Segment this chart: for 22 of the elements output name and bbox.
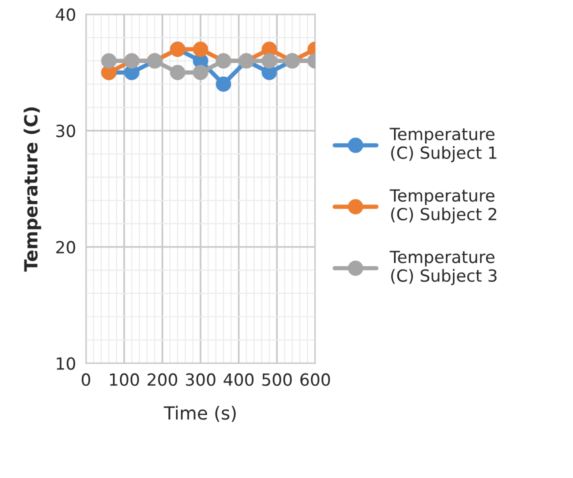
point [170, 64, 186, 80]
point [192, 42, 208, 57]
y-tick-label: 40 [56, 8, 76, 21]
y-tick-label: 30 [56, 124, 76, 138]
x-tick-label: 200 [148, 373, 178, 386]
x-axis-title: Time (s) [164, 406, 236, 422]
y-tick-label: 20 [56, 240, 76, 254]
x-tick-label: 400 [224, 373, 254, 386]
point [262, 53, 277, 69]
x-tick-label: 0 [82, 373, 90, 386]
x-tick-label: 300 [186, 373, 216, 386]
x-tick-label: 600 [300, 373, 330, 386]
legend-label: Temperature (C) Subject 3 [390, 250, 497, 286]
legend-label: Temperature (C) Subject 2 [390, 189, 496, 224]
point [216, 76, 232, 92]
legend-label: Temperature (C) Subject 1 [390, 128, 496, 162]
x-tick-label: 500 [262, 373, 292, 386]
y-tick-label: 10 [56, 357, 76, 370]
y-axis-title: Temperature (C) [24, 107, 42, 272]
x-tick-label: 100 [110, 373, 139, 386]
point [101, 53, 117, 69]
point [192, 64, 208, 80]
